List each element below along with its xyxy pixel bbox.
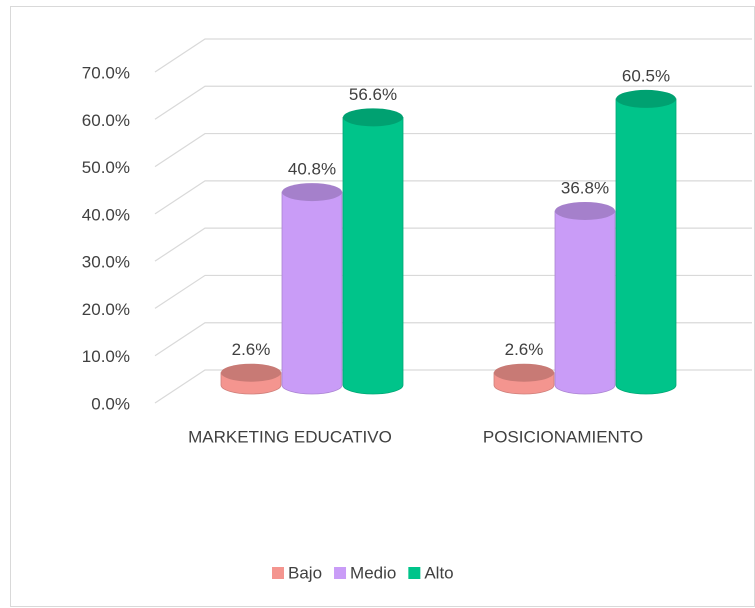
- data-label: 56.6%: [349, 85, 397, 104]
- y-tick-label: 70.0%: [82, 63, 130, 82]
- legend-label: Medio: [350, 563, 396, 582]
- grid-line: [154, 180, 752, 215]
- cylinder-top: [221, 363, 281, 382]
- y-tick-label: 20.0%: [82, 300, 130, 319]
- cylinder-top: [616, 89, 676, 108]
- y-tick-label: 0.0%: [91, 394, 130, 413]
- cylinder-top: [555, 201, 615, 220]
- x-tick-label: POSICIONAMIENTO: [483, 427, 643, 446]
- cylinder-top: [494, 363, 554, 382]
- data-label: 2.6%: [232, 340, 271, 359]
- legend-swatch: [408, 567, 421, 579]
- cylinder-body: [615, 98, 677, 395]
- legend-swatch: [334, 567, 347, 579]
- cylinder-body: [342, 116, 404, 395]
- cylinder-body: [554, 210, 616, 395]
- data-label: 2.6%: [505, 340, 544, 359]
- cylinder-top: [282, 183, 342, 202]
- grid-line: [154, 38, 752, 73]
- legend-label: Bajo: [288, 563, 322, 582]
- y-tick-label: 30.0%: [82, 253, 130, 272]
- data-label: 36.8%: [561, 178, 609, 197]
- data-label: 40.8%: [288, 160, 336, 179]
- legend-swatch: [272, 567, 284, 579]
- data-label: 60.5%: [622, 66, 670, 85]
- x-tick-label: MARKETING EDUCATIVO: [188, 427, 392, 446]
- grid-line: [154, 132, 752, 168]
- y-tick-label: 40.0%: [82, 205, 130, 224]
- cylinder-body: [281, 191, 343, 395]
- y-tick-label: 10.0%: [82, 347, 130, 366]
- y-tick-label: 60.0%: [82, 111, 130, 130]
- grid-line: [154, 85, 752, 120]
- legend-label: Alto: [424, 563, 453, 582]
- y-tick-label: 50.0%: [82, 158, 130, 177]
- cylinder-top: [343, 108, 403, 127]
